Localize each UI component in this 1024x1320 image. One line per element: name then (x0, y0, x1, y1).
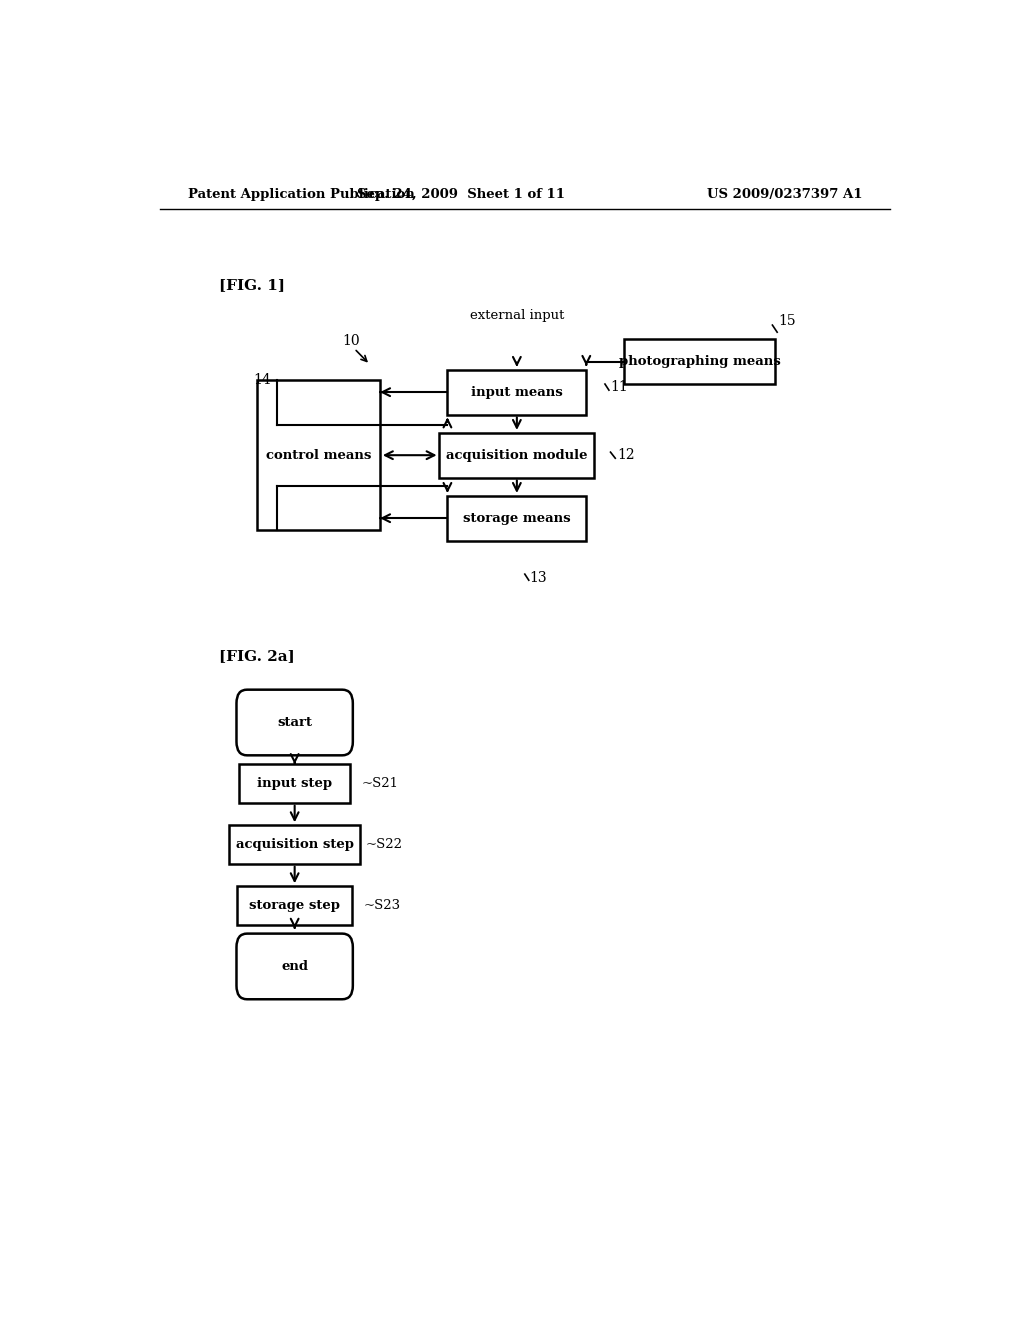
FancyBboxPatch shape (239, 764, 350, 803)
Text: 12: 12 (616, 449, 635, 462)
FancyBboxPatch shape (237, 933, 353, 999)
Text: [FIG. 1]: [FIG. 1] (219, 279, 286, 293)
FancyBboxPatch shape (257, 380, 380, 531)
Text: input means: input means (471, 385, 563, 399)
FancyBboxPatch shape (439, 433, 594, 478)
Text: [FIG. 2a]: [FIG. 2a] (219, 649, 295, 664)
Text: external input: external input (470, 309, 564, 322)
Text: Sep. 24, 2009  Sheet 1 of 11: Sep. 24, 2009 Sheet 1 of 11 (357, 189, 565, 202)
Text: 13: 13 (529, 572, 547, 585)
Text: 14: 14 (253, 374, 271, 387)
Text: photographing means: photographing means (618, 355, 780, 368)
FancyBboxPatch shape (447, 496, 587, 541)
Text: storage step: storage step (249, 899, 340, 912)
FancyBboxPatch shape (624, 339, 775, 384)
Text: acquisition module: acquisition module (446, 449, 588, 462)
FancyBboxPatch shape (229, 825, 360, 863)
Text: storage means: storage means (463, 512, 570, 525)
Text: start: start (278, 715, 312, 729)
Text: ~S22: ~S22 (367, 838, 403, 851)
Text: ~S23: ~S23 (364, 899, 400, 912)
FancyBboxPatch shape (447, 370, 587, 414)
Text: control means: control means (266, 449, 371, 462)
Text: acquisition step: acquisition step (236, 838, 353, 851)
Text: 11: 11 (610, 380, 629, 395)
Text: US 2009/0237397 A1: US 2009/0237397 A1 (708, 189, 863, 202)
Text: end: end (282, 960, 308, 973)
Text: Patent Application Publication: Patent Application Publication (187, 189, 415, 202)
Text: ~S21: ~S21 (362, 777, 399, 789)
Text: input step: input step (257, 777, 332, 789)
Text: 15: 15 (778, 314, 797, 329)
Text: 10: 10 (342, 334, 359, 348)
FancyBboxPatch shape (237, 689, 353, 755)
FancyBboxPatch shape (238, 886, 352, 925)
